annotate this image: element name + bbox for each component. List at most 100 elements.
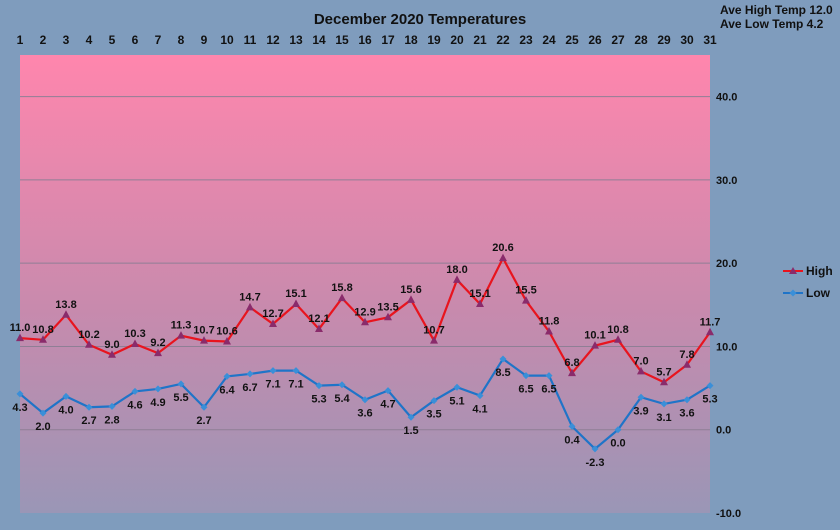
low-data-label: 7.1	[288, 379, 303, 391]
x-tick-label: 23	[519, 33, 533, 47]
high-data-label: 9.0	[104, 339, 119, 351]
high-point	[39, 335, 47, 343]
high-data-label: 10.8	[32, 324, 53, 336]
low-data-label: 3.9	[633, 405, 648, 417]
high-data-label: 9.2	[150, 337, 165, 349]
high-point	[660, 377, 668, 386]
high-point	[361, 317, 369, 326]
high-data-label: 12.1	[308, 313, 329, 325]
low-data-label: -2.3	[586, 457, 605, 469]
low-data-label: 0.4	[564, 434, 580, 446]
low-point	[16, 390, 24, 398]
low-data-label: 0.0	[610, 438, 625, 450]
low-point	[200, 403, 208, 411]
low-point	[522, 372, 530, 380]
y-tick-label: 0.0	[716, 425, 731, 437]
low-point	[407, 413, 415, 421]
legend-high-label: High	[806, 264, 833, 278]
high-data-label: 10.6	[216, 325, 237, 337]
ave-low-annotation: Ave Low Temp 4.2	[720, 17, 824, 31]
low-data-label: 2.7	[81, 415, 96, 427]
y-tick-label: -10.0	[716, 508, 741, 520]
high-point	[568, 368, 576, 377]
high-data-label: 15.1	[285, 288, 306, 300]
low-data-label: 6.5	[518, 384, 533, 396]
high-data-label: 10.3	[124, 328, 145, 340]
low-data-label: 6.5	[541, 384, 556, 396]
x-tick-label: 25	[565, 33, 579, 47]
low-data-label: 6.7	[242, 382, 257, 394]
high-point	[706, 327, 714, 336]
low-data-label: 2.8	[104, 414, 119, 426]
low-point	[292, 367, 300, 375]
high-point	[338, 293, 346, 302]
data-labels: 11.0 10.813.810.29.010.39.211.3 10.7 10.614…	[10, 242, 721, 469]
x-tick-label: 19	[427, 33, 441, 47]
x-tick-label: 11	[244, 33, 257, 47]
low-data-label: 5.1	[449, 395, 464, 407]
x-tick-label: 7	[155, 33, 162, 47]
low-data-label: 4.7	[380, 399, 395, 411]
high-data-label: 13.8	[55, 299, 76, 311]
x-tick-label: 8	[178, 33, 185, 47]
high-point	[453, 275, 461, 283]
y-tick-label: 30.0	[716, 175, 737, 187]
low-point	[246, 370, 254, 378]
high-point	[545, 326, 553, 335]
x-tick-label: 4	[86, 33, 93, 47]
plot-area	[20, 55, 710, 513]
legend-low-label: Low	[806, 286, 831, 300]
x-tick-label: 31	[703, 33, 717, 47]
low-data-label: 7.1	[265, 379, 280, 391]
high-data-label: 11.7	[700, 316, 721, 328]
series-lines	[16, 253, 714, 453]
x-tick-label: 9	[201, 33, 208, 47]
high-data-label: 13.5	[377, 301, 398, 313]
x-tick-label: 1	[17, 33, 24, 47]
low-data-label: 3.6	[679, 408, 694, 420]
x-tick-label: 28	[634, 33, 648, 47]
x-tick-label: 6	[132, 33, 139, 47]
x-tick-label: 13	[289, 33, 303, 47]
high-data-label: 10.7	[423, 325, 444, 337]
low-data-label: 4.0	[58, 404, 73, 416]
high-data-label: 11.8	[539, 315, 560, 327]
high-point	[154, 348, 162, 357]
chart-title: December 2020 Temperatures	[313, 11, 527, 28]
high-point	[62, 310, 70, 318]
low-point	[108, 402, 116, 410]
low-point	[39, 409, 47, 417]
axis-ticks: -10.00.010.020.030.040.01 2 3 4 5 6 7 8 9 10 11 12 1…	[17, 33, 741, 520]
high-point	[315, 324, 323, 332]
x-tick-label: 14	[312, 33, 326, 47]
legend-high-marker	[789, 267, 797, 274]
low-data-label: 2.0	[35, 421, 50, 433]
low-point	[338, 381, 346, 389]
high-point	[591, 341, 599, 349]
low-data-label: 2.7	[196, 415, 211, 427]
high-data-label: 18.0	[446, 264, 467, 276]
high-point	[177, 331, 185, 339]
high-data-label: 6.8	[564, 357, 579, 369]
low-point	[269, 367, 277, 375]
high-point	[384, 312, 392, 321]
high-data-label: 10.1	[584, 330, 605, 342]
low-point	[568, 422, 576, 430]
high-point	[200, 336, 208, 344]
high-data-label: 15.1	[469, 288, 490, 300]
high-data-label: 7.0	[633, 355, 648, 367]
x-tick-label: 5	[109, 33, 116, 47]
low-point	[706, 382, 714, 390]
legend-low-marker	[789, 289, 797, 297]
low-point	[453, 383, 461, 391]
high-data-label: 11.0	[10, 322, 31, 334]
x-tick-label: 21	[473, 33, 487, 47]
high-point	[522, 296, 530, 304]
low-point	[315, 382, 323, 390]
high-point	[614, 335, 622, 343]
low-point	[476, 392, 484, 400]
x-tick-label: 2	[40, 33, 47, 47]
low-data-label: 4.3	[12, 402, 27, 414]
legend: High Low	[783, 264, 833, 300]
low-point	[499, 355, 507, 363]
